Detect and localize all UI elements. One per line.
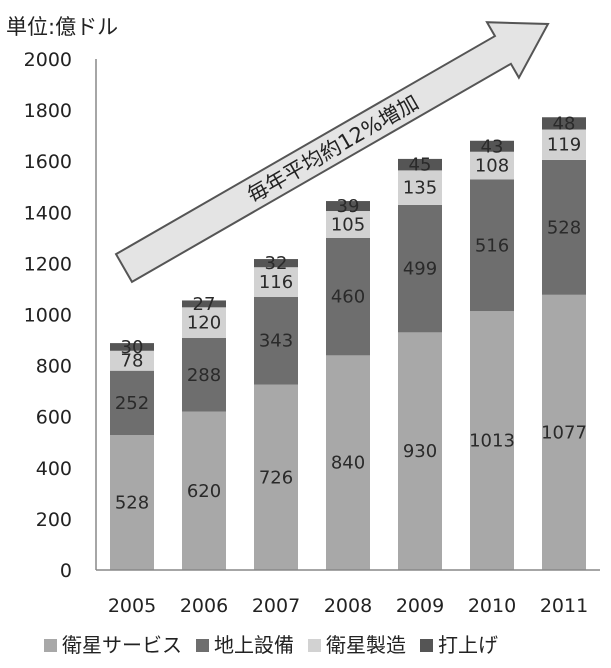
data-label: 48 [553,113,576,134]
bar-segment [254,259,298,268]
legend-swatch [44,639,57,652]
bar-segment [398,332,442,570]
data-label: 27 [193,294,216,315]
bar-segment [110,370,154,436]
legend-label: 衛星製造 [326,633,406,657]
y-tick-label: 1400 [24,202,72,224]
y-tick-label: 600 [36,407,72,429]
y-tick-label: 400 [36,458,72,480]
data-label: 39 [337,196,360,217]
growth-annotation-text: 毎年平均約12%増加 [243,90,423,207]
arrow-shape [114,21,550,284]
bar-segment [470,311,514,570]
data-label: 528 [115,493,149,514]
bar-segment [326,355,370,570]
x-tick-label: 2009 [396,595,444,617]
legend-swatch [420,639,433,652]
data-label: 840 [331,453,365,474]
x-tick-label: 2005 [108,595,156,617]
data-label: 499 [403,259,437,280]
data-label: 460 [331,287,365,308]
data-label: 30 [121,337,144,358]
data-label: 930 [403,441,437,462]
x-tick-label: 2007 [252,595,300,617]
y-tick-label: 0 [60,560,72,582]
legend-swatch [196,639,209,652]
x-tick-label: 2010 [468,595,516,617]
data-label: 78 [121,351,144,372]
bar-segment [110,435,154,570]
bar-segment [326,211,370,238]
y-tick-label: 1200 [24,253,72,275]
data-label: 528 [547,217,581,238]
bar-segment [470,179,514,312]
bar-segment [542,129,586,160]
data-label: 116 [259,272,293,293]
legend-label: 衛星サービス [62,633,182,657]
y-tick-label: 800 [36,356,72,378]
x-axis: 2005 2006 2007 2008 2009 2010 2011 [96,569,600,617]
bar-segment [542,294,586,570]
legend: 衛星サービス 地上設備 衛星製造 打上げ [44,633,498,657]
data-label: 105 [331,214,365,235]
bar-segment [470,151,514,180]
data-label: 516 [475,235,509,256]
legend-label: 地上設備 [214,633,294,657]
data-label: 120 [187,313,221,334]
bar-segment [254,384,298,570]
bar-segment [470,140,514,152]
unit-label: 単位:億ドル [6,15,118,39]
bar-segment [398,158,442,171]
data-label: 726 [259,467,293,488]
x-tick-label: 2011 [540,595,588,617]
y-axis: 0 200 400 600 800 1000 1200 1400 1600 1800 2000 [24,49,97,582]
y-tick-label: 200 [36,509,72,531]
data-label: 135 [403,178,437,199]
bar-segment [110,350,154,371]
legend-swatch [308,639,321,652]
x-tick-label: 2008 [324,595,372,617]
data-label: 252 [115,393,149,414]
bar-segment [326,237,370,356]
y-tick-label: 1600 [24,151,72,173]
bar-segment [182,338,226,412]
bar-segment [398,204,442,333]
data-label: 43 [481,136,504,157]
bar-segment [254,296,298,385]
data-label: 45 [409,155,432,176]
data-label: 1077 [541,422,587,443]
bar-segment [254,267,298,297]
bar-segment [326,201,370,212]
y-tick-label: 2000 [24,49,72,71]
y-tick-label: 1800 [24,100,72,122]
bar-segment [182,307,226,339]
data-label: 108 [475,156,509,177]
data-label: 343 [259,331,293,352]
bar-segment [182,411,226,570]
x-tick-label: 2006 [180,595,228,617]
data-label: 620 [187,481,221,502]
data-label: 1013 [469,431,515,452]
data-label: 119 [547,135,581,156]
bar-segment [398,170,442,205]
data-label: 288 [187,365,221,386]
data-label: 32 [265,253,288,274]
bar-segment [110,343,154,351]
bar-segment [542,159,586,295]
legend-label: 打上げ [438,633,498,657]
bar-segment [182,300,226,308]
y-tick-label: 1000 [24,305,72,327]
bar-segment [542,117,586,130]
